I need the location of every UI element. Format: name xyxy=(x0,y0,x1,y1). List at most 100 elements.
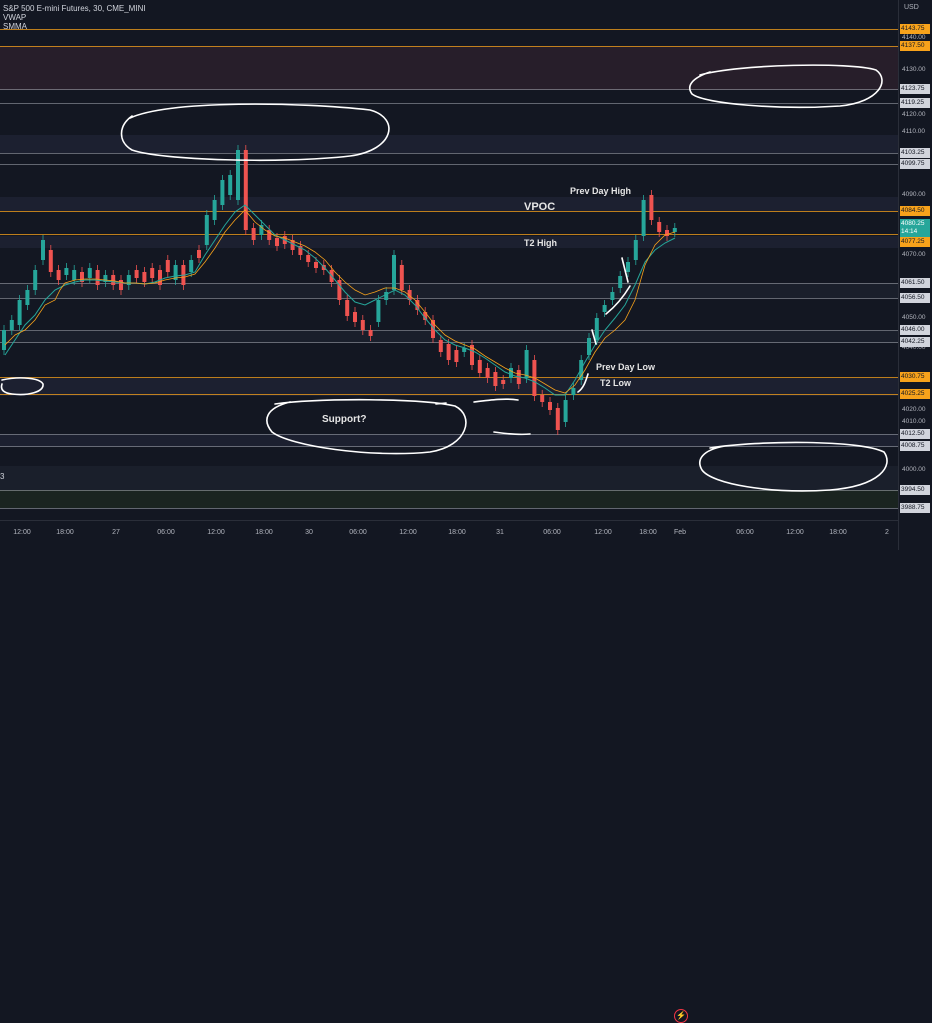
price-level-tag: 4042.25 xyxy=(900,337,930,347)
candle-body xyxy=(126,275,131,285)
candle-body xyxy=(56,270,61,280)
time-tick-label: 12:00 xyxy=(594,529,612,536)
ellipse-left xyxy=(0,377,44,396)
candle-body xyxy=(360,320,365,330)
candle-body xyxy=(290,240,295,250)
candlestick-chart[interactable] xyxy=(0,0,898,520)
candle-body xyxy=(204,215,209,245)
price-level-tag: 4103.25 xyxy=(900,148,930,158)
candle-body xyxy=(165,260,170,272)
candle-body xyxy=(555,408,560,430)
candle-body xyxy=(251,228,256,240)
candle-body xyxy=(454,350,459,362)
time-axis[interactable]: 12:00 18:00 27 06:00 12:00 18:00 30 06:00 12:00 1… xyxy=(0,520,898,1023)
candle-body xyxy=(9,320,14,330)
candle-body xyxy=(353,312,357,322)
chart-pane[interactable]: S&P 500 E-mini Futures, 30, CME_MINI VWA… xyxy=(0,0,898,520)
smma-line xyxy=(4,209,676,394)
time-tick-label: 18:00 xyxy=(56,529,74,536)
time-tick-label: 18:00 xyxy=(639,529,657,536)
price-axis[interactable]: USD 4140.00 4130.00 4120.00 4110.00 4090.00 4… xyxy=(898,0,932,550)
candle-body xyxy=(158,270,162,285)
candle-body xyxy=(423,312,428,320)
candle-body xyxy=(657,222,662,232)
candle-body xyxy=(376,300,381,322)
resistance-zone xyxy=(0,46,898,90)
annotation-t2-high: T2 High xyxy=(524,238,557,248)
candle-body xyxy=(72,270,77,280)
price-level-tag: 4061.50 xyxy=(900,278,930,288)
candle-body xyxy=(48,250,53,272)
stroke-mark xyxy=(577,373,589,393)
time-tick-label: 18:00 xyxy=(448,529,466,536)
price-tick-label: 4090.00 xyxy=(902,191,926,198)
candle-body xyxy=(431,320,435,338)
candle-body xyxy=(368,330,373,336)
candle-body xyxy=(173,265,178,280)
candle-body xyxy=(587,338,591,355)
symbol-title: S&P 500 E-mini Futures, 30, CME_MINI xyxy=(3,4,146,13)
price-level-tag: 3994.50 xyxy=(900,485,930,495)
candle-body xyxy=(485,368,490,378)
price-tick-label: 4020.00 xyxy=(902,406,926,413)
time-tick-label: 12:00 xyxy=(13,529,31,536)
candle-body xyxy=(633,240,638,260)
price-level-tag: 4077.25 xyxy=(900,237,930,247)
candle-body xyxy=(103,275,108,282)
candle-body xyxy=(275,238,279,246)
level-lines xyxy=(0,29,898,509)
currency-label: USD xyxy=(904,4,919,11)
candle-body xyxy=(236,150,240,200)
price-level-tag: 4056.50 xyxy=(900,293,930,303)
ellipse-support xyxy=(266,398,467,455)
price-tick-label: 4140.00 xyxy=(902,34,926,41)
lightning-icon[interactable]: ⚡ xyxy=(674,1009,688,1023)
ellipse-bottom-right xyxy=(699,441,888,492)
candle-body xyxy=(470,345,474,365)
candle-body xyxy=(540,395,545,402)
candle-body xyxy=(493,372,498,386)
candle-body xyxy=(462,348,467,352)
time-tick-label: Feb xyxy=(673,529,687,536)
zone-band xyxy=(0,466,898,490)
candle-body xyxy=(212,200,217,220)
candle-body xyxy=(399,265,404,290)
ellipse-top xyxy=(120,103,390,162)
stroke-mark xyxy=(621,257,629,283)
price-level-tag: 4099.75 xyxy=(900,159,930,169)
price-level-tag: 4143.75 xyxy=(900,24,930,34)
stroke-mark xyxy=(473,398,519,403)
time-tick-label: 18:00 xyxy=(255,529,273,536)
candle-body xyxy=(337,280,342,300)
price-level-tag: 4084.50 xyxy=(900,206,930,216)
price-tick-label: 4010.00 xyxy=(902,418,926,425)
candle-body xyxy=(672,228,677,232)
candle-body xyxy=(407,290,412,300)
price-level-tag: 4080.25 xyxy=(900,219,930,229)
candle-body xyxy=(610,292,615,300)
candle-body xyxy=(17,300,22,325)
candle-body xyxy=(41,240,45,260)
candle-body xyxy=(501,380,506,384)
time-tick-label: 27 xyxy=(112,529,120,536)
candle-body xyxy=(134,270,139,278)
price-level-tag: 14:14 xyxy=(900,227,930,237)
stroke-mark xyxy=(493,431,531,436)
candle-body xyxy=(392,255,396,290)
price-tick-label: 4000.00 xyxy=(902,466,926,473)
indicator-vwap-label[interactable]: VWAP xyxy=(3,13,27,22)
time-tick-label: 06:00 xyxy=(543,529,561,536)
candle-body xyxy=(189,260,194,272)
candle-body xyxy=(579,360,584,380)
time-tick-label: 06:00 xyxy=(157,529,175,536)
annotation-prev-day-low: Prev Day Low xyxy=(596,362,656,372)
candle-body xyxy=(548,402,552,410)
candle-body xyxy=(524,350,529,378)
left-edge-number: 3 xyxy=(0,472,5,481)
price-level-tag: 4123.75 xyxy=(900,84,930,94)
stroke-mark xyxy=(435,402,447,405)
candle-body xyxy=(415,300,420,310)
candle-body xyxy=(298,246,303,255)
candle-body xyxy=(80,272,84,282)
indicator-smma-label[interactable]: SMMA xyxy=(3,22,27,31)
